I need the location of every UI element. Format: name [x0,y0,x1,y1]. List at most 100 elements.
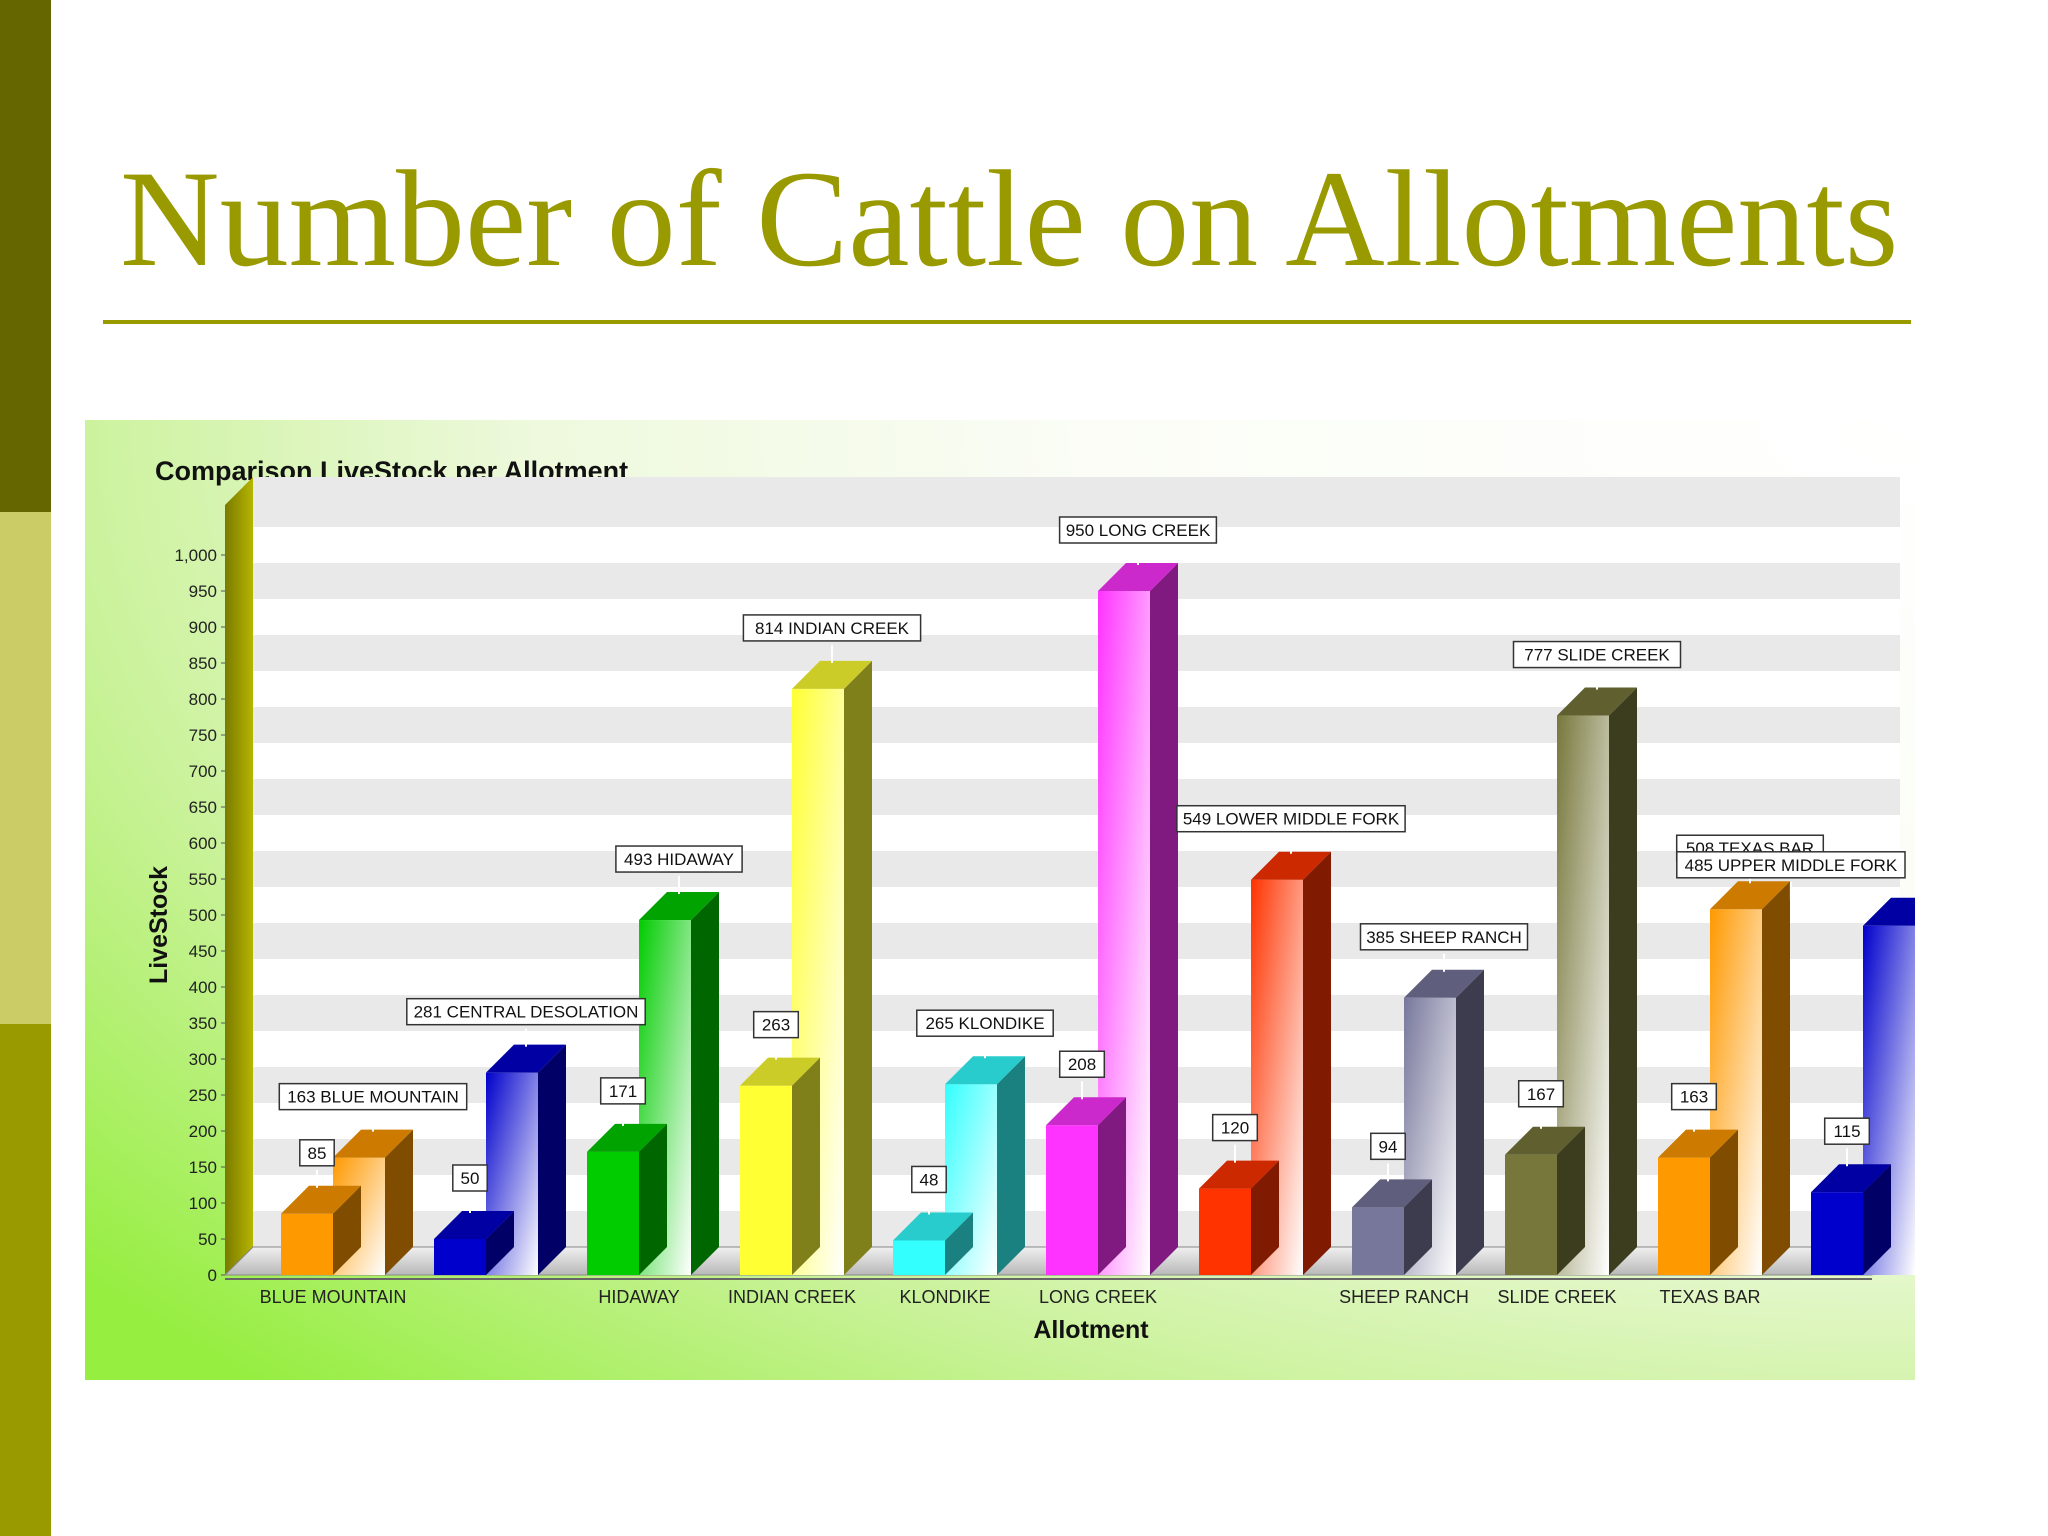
sidebar-stripe-top [0,0,51,512]
bar-1-series-2-side [385,1129,413,1275]
bar-8-series-1-side [1404,1179,1432,1275]
grid-band [253,887,1900,923]
data-label-series-2: 281 CENTRAL DESOLATION [406,997,646,1047]
bar-7-series-1 [1199,1160,1279,1275]
bar-chart: 0 50 100 150 200 250 300 350 400 450 500 550 600 650 7… [145,477,1915,1344]
bar-5-series-2-top [945,1056,1025,1085]
bar-11-series-1-front [1811,1192,1863,1275]
data-label-series-2-text: 493 HIDAWAY [624,850,734,869]
bar-4-series-1-top [740,1057,820,1086]
y-axis-title: LiveStock [145,866,173,984]
y-tick-label: 800 [189,690,217,709]
data-label-series-1-text: 115 [1833,1122,1860,1141]
bar-5-series-1-side [945,1212,973,1275]
bar-10-series-2-side [1762,881,1790,1275]
grid-band [253,923,1900,959]
data-label-series-2-text: 281 CENTRAL DESOLATION [414,1003,639,1022]
data-label-series-1-text: 163 [1680,1088,1708,1107]
bar-7-series-1-front [1199,1188,1251,1275]
bar-1-series-1-front [281,1213,333,1275]
data-label-series-2-text: 163 BLUE MOUNTAIN [287,1088,459,1107]
data-label-series-1: 85 [299,1139,335,1188]
bars [281,563,1915,1275]
bar-8-series-2-top [1404,969,1484,998]
bar-1-series-2-top [333,1129,413,1158]
chart-left-wall [225,477,253,1275]
x-axis: BLUE MOUNTAIN HIDAWAY INDIAN CREEK KLONDIKE… [260,1287,1761,1307]
bar-6-series-1-front [1046,1125,1098,1275]
title-underline [103,320,1911,324]
bar-10-series-1-side [1710,1129,1738,1275]
bar-3-series-1-side [639,1123,667,1275]
bar-4-series-1-front [740,1085,792,1275]
bar-9-series-1 [1505,1126,1585,1275]
bar-2-series-1-top [434,1211,514,1239]
bar-5-series-1-front [893,1240,945,1275]
bar-2-series-2-top [486,1044,566,1073]
data-label-series-1: 167 [1517,1080,1565,1129]
y-tick-label: 400 [189,978,217,997]
bar-1-series-1-top [281,1185,361,1214]
bar-6-series-1-top [1046,1097,1126,1126]
y-tick-label: 550 [189,870,217,889]
y-tick-label: 700 [189,762,217,781]
data-label-series-1: 208 [1058,1050,1106,1100]
grid-band [253,959,1900,995]
data-label-series-1-text: 171 [609,1082,637,1101]
bar-7-series-1-side [1251,1160,1279,1275]
data-label-series-2: 549 LOWER MIDDLE FORK [1176,804,1406,854]
grid-band [253,599,1900,635]
x-tick-label: KLONDIKE [899,1287,990,1307]
data-label-series-1-text: 48 [920,1170,939,1189]
bar-2-series-1-side [486,1211,514,1275]
bar-8-series-1-top [1352,1179,1432,1208]
data-label-series-1: 50 [452,1164,488,1213]
y-tick-label: 100 [189,1194,217,1213]
data-label-series-1-text: 50 [461,1169,480,1188]
data-label-series-1: 48 [911,1165,947,1215]
data-label-series-2: 950 LONG CREEK [1058,516,1218,565]
data-label-series-2-text: 385 SHEEP RANCH [1366,928,1522,947]
data-label-series-2: 163 BLUE MOUNTAIN [278,1082,468,1132]
slide-title: Number of Cattle on Allotments [120,142,1899,295]
bar-9-series-1-side [1557,1126,1585,1275]
bar-4-series-2-top [792,660,872,689]
sidebar-stripe-middle [0,512,51,1024]
grid-band [253,815,1900,851]
y-tick-label: 500 [189,906,217,925]
x-tick-label: LONG CREEK [1039,1287,1157,1307]
data-label-series-1-text: 208 [1068,1055,1096,1074]
data-label-series-2-text: 950 LONG CREEK [1066,521,1211,540]
bar-3-series-2-side [691,892,719,1275]
bar-10-series-1-front [1658,1157,1710,1275]
bar-4-series-2-side [844,660,872,1275]
data-label-series-2-text: 814 INDIAN CREEK [755,619,910,638]
x-tick-label: TEXAS BAR [1659,1287,1760,1307]
bar-7-series-2-side [1303,851,1331,1275]
data-label-series-2-text: 777 SLIDE CREEK [1524,646,1670,665]
y-tick-label: 450 [189,942,217,961]
x-tick-label: BLUE MOUNTAIN [260,1287,407,1307]
data-label-series-2-text: 265 KLONDIKE [925,1014,1044,1033]
x-tick-label: INDIAN CREEK [728,1287,856,1307]
bar-8-series-1 [1352,1179,1432,1275]
bar-8-series-2-side [1456,969,1484,1275]
data-label-series-1: 120 [1211,1113,1259,1163]
bar-3-series-1-front [587,1151,639,1275]
data-label-series-1: 94 [1370,1132,1406,1182]
bar-5-series-2-side [997,1056,1025,1275]
data-label-series-2-text: 549 LOWER MIDDLE FORK [1183,810,1400,829]
data-label-series-1-text: 263 [762,1016,790,1035]
sidebar-stripe-bottom [0,1024,51,1536]
data-label-series-2-text: 485 UPPER MIDDLE FORK [1685,856,1898,875]
bar-9-series-1-front [1505,1154,1557,1275]
data-label-series-1-text: 120 [1221,1119,1249,1138]
data-label-series-1: 171 [599,1077,647,1126]
bar-2-series-1 [434,1211,514,1275]
data-label-series-2: 814 INDIAN CREEK [742,614,922,663]
y-tick-label: 650 [189,798,217,817]
bar-10-series-1 [1658,1129,1738,1275]
bar-5-series-1-top [893,1212,973,1241]
y-tick-label: 0 [208,1266,217,1285]
data-label-series-2: 265 KLONDIKE [916,1009,1054,1059]
